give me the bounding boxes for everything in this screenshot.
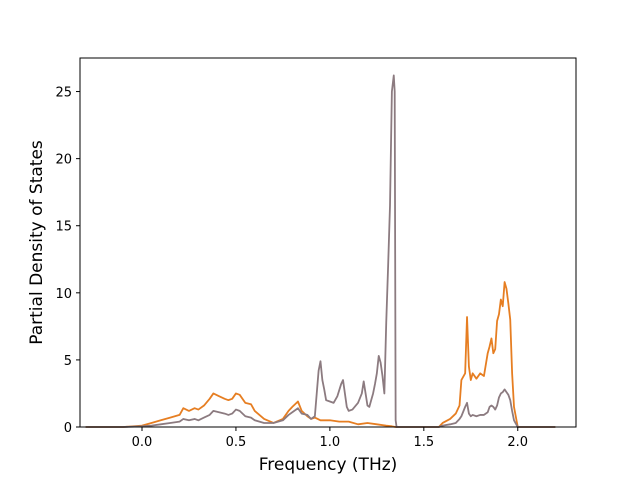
y-axis: 0 5 10 15 20 25 (55, 86, 80, 436)
x-tick-label: 1.0 (320, 435, 341, 450)
series-layer (85, 74, 556, 428)
x-tick-label: 2.0 (507, 435, 528, 450)
y-tick-label: 20 (55, 153, 72, 168)
y-tick-label: 0 (64, 421, 72, 436)
plot-frame (79, 57, 577, 428)
series-line-1 (85, 281, 556, 428)
x-tick-label: 1.5 (413, 435, 434, 450)
x-tick-label: 0.0 (132, 435, 153, 450)
y-tick-label: 15 (55, 220, 72, 235)
y-axis-title: Partial Density of States (27, 140, 47, 345)
x-axis-title: Frequency (THz) (259, 455, 398, 475)
x-axis: 0.0 0.5 1.0 1.5 2.0 (132, 427, 528, 450)
y-tick-label: 25 (55, 86, 72, 101)
y-tick-label: 10 (55, 287, 72, 302)
series-line-2 (85, 74, 556, 428)
x-tick-label: 0.5 (226, 435, 247, 450)
y-tick-label: 5 (64, 354, 72, 369)
